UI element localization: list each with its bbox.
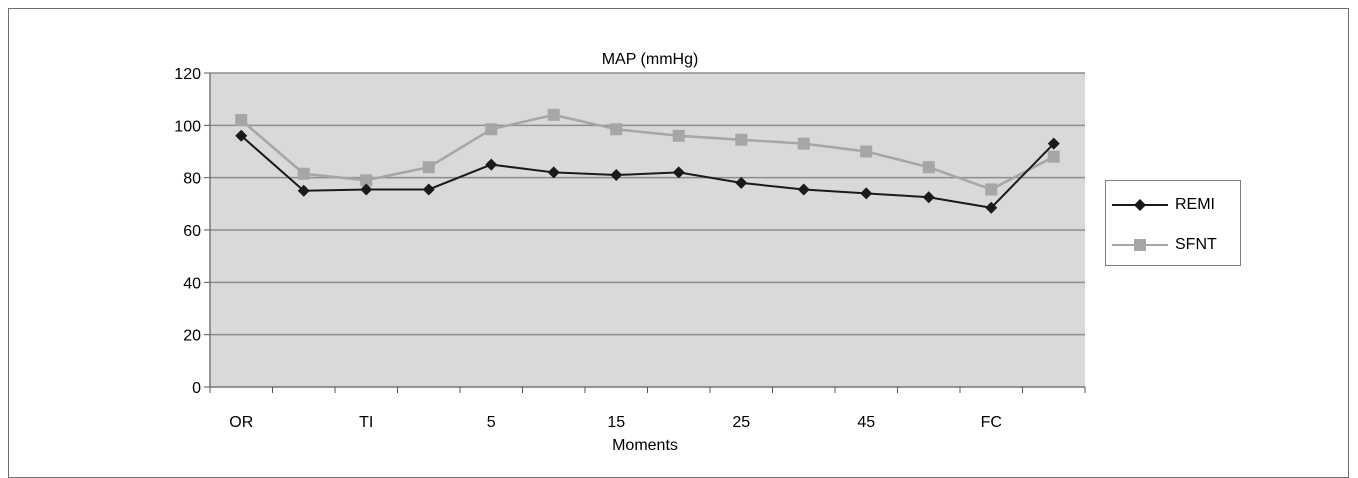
data-point [922,161,935,174]
legend-item-remi: REMI [1106,191,1242,221]
x-tick-label: 25 [732,414,750,431]
data-point [1047,150,1060,163]
data-point [735,176,748,189]
series-line-remi [240,135,1055,209]
x-tick-label: OR [229,414,253,431]
chart-title: MAP (mmHg) [602,51,699,68]
y-tick-label: 100 [174,118,201,135]
data-point [860,187,873,200]
legend-item-sfnt: SFNT [1106,231,1242,261]
series-layer [235,108,1060,214]
remi-swatch-icon [1112,199,1168,211]
x-tick-label: 45 [857,414,875,431]
data-point [985,201,998,214]
data-point [297,184,310,197]
data-point [547,108,560,121]
y-tick-label: 120 [174,66,201,83]
x-tick-label: 5 [487,414,496,431]
data-point [672,166,685,179]
y-axis-ticks: 0 20 40 60 80 100 120 [174,66,210,397]
series-sfnt [235,108,1060,196]
data-point [1047,137,1060,150]
data-point [360,183,373,196]
data-point [672,129,685,142]
data-point [422,183,435,196]
data-point [922,191,935,204]
legend: REMI SFNT [1105,180,1241,266]
data-point [610,123,623,136]
legend-label-remi: REMI [1175,196,1215,213]
data-point [235,114,248,127]
x-axis-label: Moments [612,437,678,454]
data-point [422,161,435,174]
data-point [360,174,373,187]
data-point [485,123,498,136]
y-tick-label: 80 [183,171,201,188]
data-point [797,183,810,196]
data-point [797,137,810,150]
y-tick-label: 40 [183,275,201,292]
y-tick-label: 60 [183,223,201,240]
data-point [610,169,623,182]
series-remi [235,129,1060,214]
y-tick-label: 0 [192,380,201,397]
legend-label-sfnt: SFNT [1175,236,1217,253]
x-tick-label: 15 [607,414,625,431]
y-tick-label: 20 [183,328,201,345]
line-chart: 0 20 40 60 80 100 120 OR TI 5 15 25 45 FC MAP (mmHg)… [174,51,1086,454]
data-point [547,166,560,179]
sfnt-swatch-icon [1112,239,1168,251]
gridlines [210,72,1085,336]
data-point [235,129,248,142]
data-point [735,133,748,146]
data-point [860,145,873,158]
series-line-sfnt [240,113,1055,191]
data-point [485,158,498,171]
x-tick-label: TI [359,414,373,431]
data-point [297,167,310,180]
x-axis-ticks: OR TI 5 15 25 45 FC [209,387,1086,431]
data-point [985,183,998,196]
x-tick-label: FC [981,414,1002,431]
